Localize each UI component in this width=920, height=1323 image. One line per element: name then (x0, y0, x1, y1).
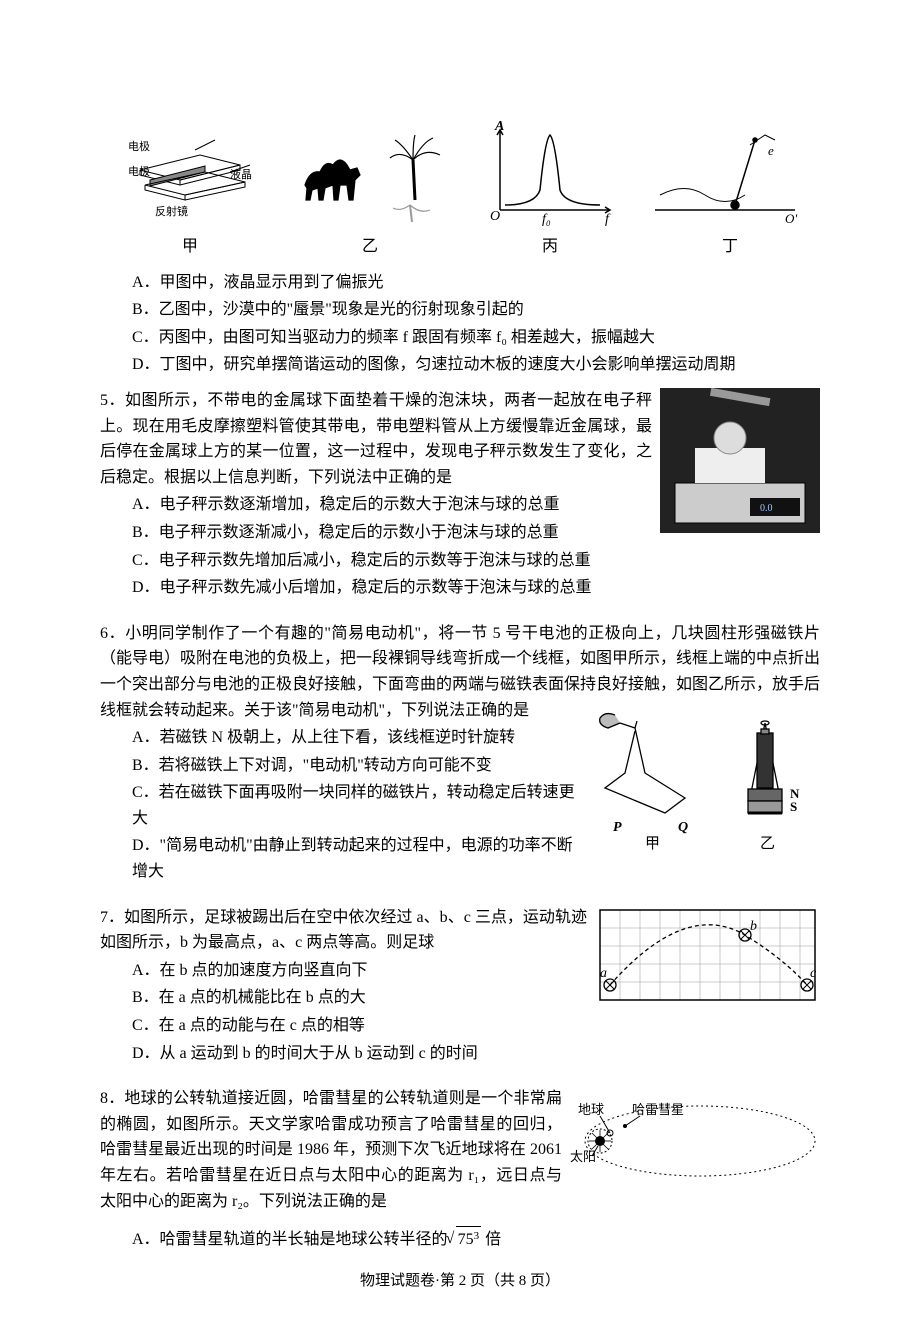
mirage-icon (285, 130, 455, 230)
lcd-label: 液晶 (230, 167, 252, 181)
axis-O-label: O (490, 209, 500, 224)
axis-A-label: A (494, 120, 504, 134)
q8-A-prefix: A．哈雷彗星轨道的半长轴是地球公转半径的 (132, 1231, 452, 1248)
q6-block: 6．小明同学制作了一个有趣的"简易电动机"，将一节 5 号干电池的正极向上，几块… (100, 621, 820, 895)
q8-earth-label: 地球 (578, 1102, 604, 1117)
q8-A-sqrt-base: 75 (458, 1231, 474, 1248)
q5-photo: 0.0 (660, 388, 820, 542)
figure-row-q4: 电极 液晶 电极 反射镜 甲 (100, 120, 820, 260)
pendulum-icon: e O' (655, 130, 805, 230)
q7-label-a: a (600, 966, 607, 981)
q6-figure-group: P Q 甲 N S 乙 (590, 703, 820, 862)
electrode-label-2: 电极 (128, 164, 150, 178)
q4-option-D: D．丁图中，研究单摆简谐运动的图像，匀速拉动木板的速度大小会影响单摆运动周期 (132, 352, 820, 378)
figure-label-yi: 乙 (362, 234, 378, 260)
q7-block: a b c 7．如图所示，足球被踢出后在空中依次经过 a、b、c 三点，运动轨迹… (100, 905, 820, 1077)
figure-label-ding: 丁 (722, 234, 738, 260)
q8-block: 地球 哈雷彗星 太阳 8．地球的公转轨道接近圆，哈雷彗星的公转轨道则是一个非常扁… (100, 1086, 820, 1263)
q5-block: 0.0 5．如图所示，不带电的金属球下面垫着干燥的泡沫块，两者一起放在电子秤上。… (100, 388, 820, 611)
scale-photo-icon: 0.0 (660, 388, 820, 533)
q7-label-b: b (750, 919, 757, 934)
label-Oprime: O' (785, 211, 797, 226)
page-footer: 物理试题卷·第 2 页（共 8 页） (0, 1269, 920, 1293)
q6-figlabel-2: 乙 (760, 836, 775, 852)
q8-A-suffix: 倍 (481, 1231, 501, 1248)
q8-figure: 地球 哈雷彗星 太阳 (570, 1086, 820, 1205)
motor-diagram-icon: P Q 甲 N S 乙 (590, 703, 820, 853)
figure-yi: 乙 (280, 130, 460, 260)
figure-label-jia: 甲 (182, 234, 198, 260)
svg-text:0.0: 0.0 (760, 503, 773, 514)
mirror-label: 反射镜 (155, 204, 188, 218)
q7-option-D: D．从 a 运动到 b 的时间大于从 b 运动到 c 的时间 (132, 1041, 820, 1067)
q8-option-A: A．哈雷彗星轨道的半长轴是地球公转半径的 753 倍 (132, 1226, 820, 1253)
q6-label-Q: Q (678, 820, 688, 835)
q6-figlabel-1: 甲 (645, 836, 660, 852)
axis-f-label: f (605, 212, 611, 227)
q6-label-P: P (613, 820, 622, 835)
q7-label-c: c (810, 966, 817, 981)
trajectory-grid-icon: a b c (595, 905, 820, 1010)
axis-f0-label: f₀ (542, 212, 551, 227)
q8-sun-label: 太阳 (570, 1149, 596, 1164)
q8-options: A．哈雷彗星轨道的半长轴是地球公转半径的 753 倍 (100, 1226, 820, 1253)
q5-option-D: D．电子秤示数先减小后增加，稳定后的示数等于泡沫与球的总重 (132, 575, 820, 601)
q4-option-B: B．乙图中，沙漠中的"蜃景"现象是光的衍射现象引起的 (132, 297, 820, 323)
resonance-curve-icon: A O f₀ f (480, 120, 620, 230)
orbit-diagram-icon: 地球 哈雷彗星 太阳 (570, 1086, 820, 1196)
label-e: e (768, 143, 774, 158)
q5-option-C: C．电子秤示数先增加后减小，稳定后的示数等于泡沫与球的总重 (132, 548, 820, 574)
electrode-label: 电极 (128, 139, 150, 153)
q6-label-S: S (790, 799, 797, 814)
figure-bing: A O f₀ f 丙 (460, 120, 640, 260)
figure-ding: e O' 丁 (640, 130, 820, 260)
figure-jia: 电极 液晶 电极 反射镜 甲 (100, 130, 280, 260)
q4-options: A．甲图中，液晶显示用到了偏振光 B．乙图中，沙漠中的"蜃景"现象是光的衍射现象… (100, 270, 820, 378)
figure-label-bing: 丙 (542, 234, 558, 260)
lcd-diagram-icon: 电极 液晶 电极 反射镜 (120, 130, 260, 230)
q7-figure: a b c (595, 905, 820, 1019)
q4-option-C: C．丙图中，由图可知当驱动力的频率 f 跟固有频率 f₀ 相差越大，振幅越大 (132, 325, 820, 351)
q4-option-A: A．甲图中，液晶显示用到了偏振光 (132, 270, 820, 296)
q8-comet-label: 哈雷彗星 (632, 1102, 684, 1117)
